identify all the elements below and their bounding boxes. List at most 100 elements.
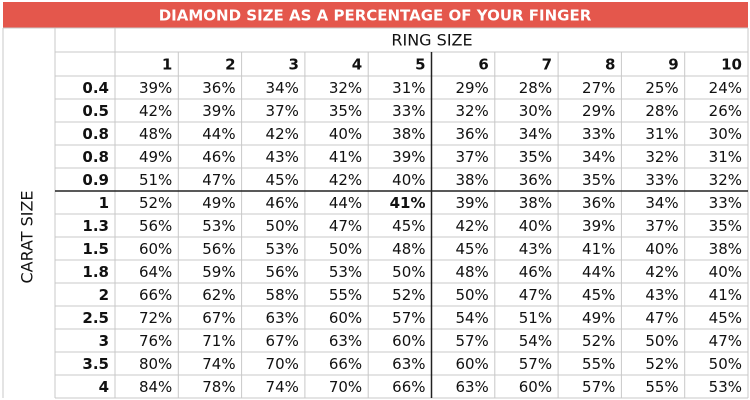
carat-size: 0.9: [82, 171, 109, 189]
percentage: 60%: [519, 378, 552, 396]
percentage: 42%: [329, 171, 362, 189]
percentage: 57%: [392, 309, 425, 327]
percentage: 43%: [266, 148, 299, 166]
percentage: 67%: [202, 309, 235, 327]
percentage: 34%: [266, 79, 299, 97]
percentage: 51%: [139, 171, 172, 189]
percentage: 50%: [392, 263, 425, 281]
carat-size: 1.3: [82, 217, 109, 235]
carat-size: 0.4: [82, 79, 109, 97]
percentage: 60%: [139, 240, 172, 258]
percentage: 56%: [202, 240, 235, 258]
percentage: 49%: [202, 194, 235, 212]
percentage: 42%: [455, 217, 488, 235]
ring-size: 2: [225, 56, 235, 74]
percentage: 80%: [139, 355, 172, 373]
percentage: 57%: [519, 355, 552, 373]
percentage: 33%: [392, 102, 425, 120]
percentage: 76%: [139, 332, 172, 350]
percentage: 63%: [455, 378, 488, 396]
percentage: 31%: [709, 148, 742, 166]
percentage: 70%: [266, 355, 299, 373]
percentage: 41%: [329, 148, 362, 166]
percentage: 29%: [582, 102, 615, 120]
percentage: 84%: [139, 378, 172, 396]
percentage: 28%: [519, 79, 552, 97]
percentage: 63%: [266, 309, 299, 327]
percentage: 53%: [709, 378, 742, 396]
percentage: 41%: [582, 240, 615, 258]
percentage: 32%: [329, 79, 362, 97]
ring-size: 9: [668, 56, 678, 74]
percentage: 30%: [519, 102, 552, 120]
percentage: 67%: [266, 332, 299, 350]
percentage: 33%: [645, 171, 678, 189]
percentage: 43%: [519, 240, 552, 258]
carat-size: 0.8: [82, 125, 109, 143]
percentage: 33%: [582, 125, 615, 143]
ring-size: 5: [415, 56, 425, 74]
percentage: 45%: [582, 286, 615, 304]
percentage: 37%: [455, 148, 488, 166]
percentage: 39%: [392, 148, 425, 166]
percentage: 36%: [519, 171, 552, 189]
carat-size: 3: [99, 332, 109, 350]
percentage: 70%: [329, 378, 362, 396]
percentage: 52%: [139, 194, 172, 212]
percentage: 34%: [519, 125, 552, 143]
percentage: 32%: [645, 148, 678, 166]
percentage: 47%: [645, 309, 678, 327]
ring-size: 8: [605, 56, 615, 74]
carat-size: 1.5: [82, 240, 109, 258]
percentage: 53%: [329, 263, 362, 281]
percentage: 50%: [329, 240, 362, 258]
percentage: 24%: [709, 79, 742, 97]
carat-size: 4: [99, 378, 109, 396]
percentage: 52%: [645, 355, 678, 373]
percentage: 31%: [392, 79, 425, 97]
percentage: 66%: [329, 355, 362, 373]
percentage: 48%: [455, 263, 488, 281]
percentage: 60%: [392, 332, 425, 350]
percentage: 45%: [455, 240, 488, 258]
percentage: 38%: [709, 240, 742, 258]
percentage: 30%: [709, 125, 742, 143]
percentage: 72%: [139, 309, 172, 327]
percentage: 52%: [392, 286, 425, 304]
percentage: 60%: [455, 355, 488, 373]
ring-size: 10: [721, 56, 742, 74]
percentage: 43%: [645, 286, 678, 304]
percentage: 42%: [139, 102, 172, 120]
percentage: 47%: [202, 171, 235, 189]
percentage: 27%: [582, 79, 615, 97]
percentage: 35%: [519, 148, 552, 166]
ring-size: 7: [542, 56, 552, 74]
percentage: 33%: [709, 194, 742, 212]
carat-size: 2: [99, 286, 109, 304]
percentage: 55%: [329, 286, 362, 304]
percentage: 34%: [645, 194, 678, 212]
percentage: 37%: [645, 217, 678, 235]
title: DIAMOND SIZE AS A PERCENTAGE OF YOUR FIN…: [159, 7, 592, 25]
percentage: 40%: [519, 217, 552, 235]
ring-size: 3: [288, 56, 298, 74]
percentage: 58%: [266, 286, 299, 304]
percentage: 57%: [455, 332, 488, 350]
column-group: RING SIZE: [391, 31, 472, 50]
percentage: 57%: [582, 378, 615, 396]
percentage: 38%: [455, 171, 488, 189]
percentage: 39%: [202, 102, 235, 120]
percentage: 41%: [390, 194, 426, 212]
percentage: 35%: [709, 217, 742, 235]
percentage: 52%: [582, 332, 615, 350]
percentage: 39%: [139, 79, 172, 97]
percentage: 63%: [392, 355, 425, 373]
percentage: 45%: [709, 309, 742, 327]
percentage: 74%: [266, 378, 299, 396]
percentage: 50%: [645, 332, 678, 350]
ring-size: 1: [162, 56, 172, 74]
percentage: 66%: [139, 286, 172, 304]
percentage: 36%: [455, 125, 488, 143]
percentage: 29%: [455, 79, 488, 97]
percentage: 46%: [519, 263, 552, 281]
